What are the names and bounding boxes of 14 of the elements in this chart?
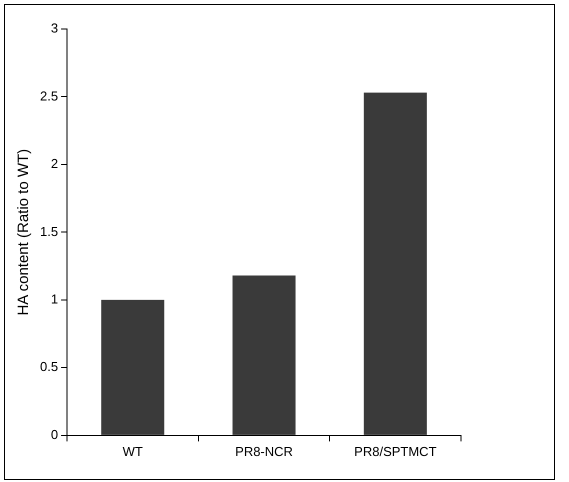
y-tick-label: 3 bbox=[50, 20, 58, 36]
y-tick-label: 1.5 bbox=[40, 224, 58, 239]
y-axis-title: HA content (Ratio to WT) bbox=[15, 148, 32, 316]
y-tick-label: 2 bbox=[50, 156, 58, 172]
x-tick-label: PR8-NCR bbox=[235, 444, 293, 459]
bar bbox=[101, 300, 164, 435]
y-tick-label: 2.5 bbox=[40, 88, 58, 104]
x-tick-label: PR8/SPTMCT bbox=[354, 444, 437, 459]
y-tick-label: 0.5 bbox=[40, 359, 58, 374]
bar bbox=[364, 92, 427, 435]
x-tick-label: WT bbox=[122, 444, 143, 459]
y-tick-label: 0 bbox=[50, 426, 58, 442]
bar bbox=[232, 276, 296, 435]
y-tick-label: 1 bbox=[50, 292, 58, 307]
